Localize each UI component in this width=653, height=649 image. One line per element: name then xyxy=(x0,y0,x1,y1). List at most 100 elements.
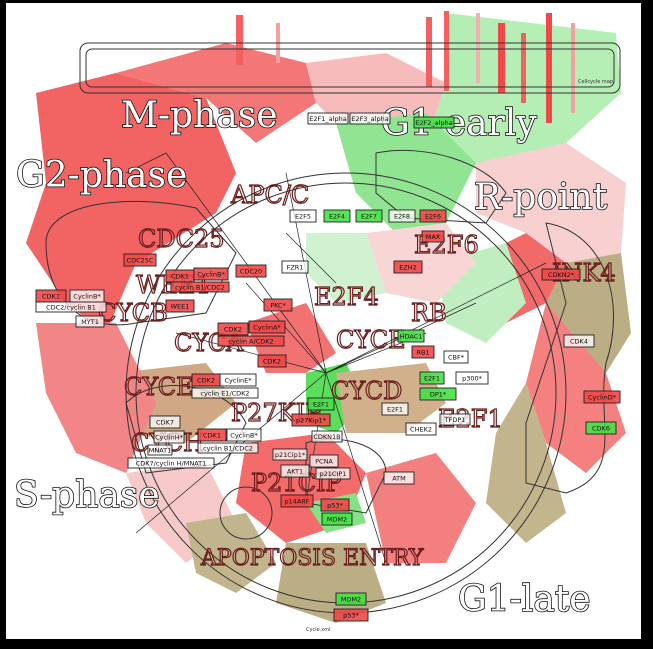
gene-node-e2f4[interactable]: E2F4 xyxy=(323,209,351,223)
gene-node-box xyxy=(170,281,230,293)
gene-node-plk1[interactable]: PKC* xyxy=(263,298,293,312)
module-cycd: CYCD xyxy=(331,377,402,405)
gene-node-mdm2[interactable]: MDM2 xyxy=(321,512,353,526)
gene-node-cyclinb[interactable]: CyclinB* xyxy=(69,289,105,303)
gene-node-cdkn1b[interactable]: CDKN1B xyxy=(311,430,343,443)
module-rb: RB xyxy=(411,299,447,327)
gene-node-box xyxy=(127,457,215,469)
gene-node-mnat1[interactable]: MNAT1 xyxy=(147,444,173,456)
gene-node-label: WEE1 xyxy=(171,303,190,311)
gene-node-cyclind[interactable]: CyclinD* xyxy=(583,390,621,404)
gene-node-box xyxy=(397,329,425,343)
gene-node-label: CDK2 xyxy=(197,377,215,385)
gene-node-cbf[interactable]: CBF* xyxy=(443,350,469,364)
gene-node-hdac1[interactable]: HDAC1 xyxy=(397,329,425,343)
gene-node-rb1[interactable]: RB1 xyxy=(411,345,435,359)
region-cycd-brown xyxy=(336,363,446,433)
gene-node-p300[interactable]: p300* xyxy=(455,371,489,385)
gene-node-chek2[interactable]: CHEK2 xyxy=(405,422,437,436)
region-g2-red xyxy=(26,73,236,333)
gene-node-label: E2F1 xyxy=(424,375,440,383)
gene-node-box xyxy=(439,413,471,426)
gene-node-e2f6[interactable]: E2F6 xyxy=(419,209,447,223)
gene-node-label: E2F7 xyxy=(361,213,377,221)
gene-node-cyclinb-cdk1[interactable]: CyclinB* xyxy=(193,267,229,281)
gene-node-p53[interactable]: p53* xyxy=(320,498,350,512)
gene-node-cdk6[interactable]: CDK6 xyxy=(585,421,617,435)
gene-node-e2f2-top[interactable]: E2F2_alpha xyxy=(413,116,455,129)
title-box-outline xyxy=(79,42,621,94)
gene-node-e2f5[interactable]: E2F5 xyxy=(289,209,317,223)
gene-node-label: p53* xyxy=(327,502,343,510)
gene-node-e2f8[interactable]: E2F8 xyxy=(388,209,416,223)
g1-compartment xyxy=(375,149,507,224)
gene-node-e2f7[interactable]: E2F7 xyxy=(355,209,383,223)
gene-node-cdk2-a[interactable]: CDK2 xyxy=(217,322,249,336)
gene-node-p14arf[interactable]: p14ARF xyxy=(280,494,314,508)
module-cycb: CYCB xyxy=(98,299,168,327)
gene-node-cdkn2[interactable]: CDKN2* xyxy=(541,268,581,281)
gene-node-cdk7[interactable]: CDK7 xyxy=(149,415,181,429)
gene-node-label: CDK4 xyxy=(570,338,588,346)
gene-node-cdk2-b[interactable]: CDK2 xyxy=(257,354,287,368)
gene-node-box xyxy=(413,116,455,129)
gene-node-e2f1-c[interactable]: E2F1 xyxy=(307,397,335,411)
edge-12 xyxy=(285,232,337,284)
gene-node-p53-b[interactable]: p53* xyxy=(333,608,369,622)
gene-node-e2f3-top[interactable]: E2F3_alpha xyxy=(349,112,391,125)
gene-node-p21cip1[interactable]: p21Cip1* xyxy=(272,448,308,461)
gene-node-label: TFDP1 xyxy=(444,416,466,424)
gene-node-cycline-cdk2[interactable]: cyclin E1/CDK2 xyxy=(191,387,259,399)
gene-node-box xyxy=(123,253,157,267)
gene-node-pcna[interactable]: PCNA xyxy=(309,454,339,468)
gene-node-cyclinb1-cdc2-h[interactable]: cyclin B1/CDC2 xyxy=(197,442,259,454)
gene-node-wee1[interactable]: WEE1 xyxy=(165,299,195,313)
gene-node-label: FZR1 xyxy=(287,264,304,272)
gene-node-label: E2F2_alpha xyxy=(415,119,452,127)
gene-node-p27kip1[interactable]: p27Kip1* xyxy=(291,413,331,427)
gene-node-cyclinh[interactable]: CyclinH* xyxy=(153,430,185,444)
gene-node-fzr1[interactable]: FZR1 xyxy=(281,260,309,274)
gene-node-cdk2-e[interactable]: CDK2 xyxy=(191,373,221,387)
gene-node-cdc25c[interactable]: CDC25C xyxy=(123,253,157,267)
gene-node-akt1[interactable]: AKT1 xyxy=(280,464,310,478)
gene-node-cdk1-h[interactable]: CDK1 xyxy=(197,428,227,442)
gene-node-e2f1-b[interactable]: E2F1 xyxy=(381,402,409,416)
gene-node-cdc20[interactable]: CDC20 xyxy=(235,264,267,278)
gene-node-cdk7-cyclinh[interactable]: CDK7/cyclin H/MNAT1 xyxy=(127,457,215,469)
phase-s: S-phase xyxy=(14,475,160,516)
gene-node-label: CyclinB* xyxy=(197,271,225,279)
gene-node-max[interactable]: MAX xyxy=(421,230,445,243)
gene-node-label: CDK2 xyxy=(224,326,242,334)
gene-node-e2f1[interactable]: E2F1 xyxy=(419,371,445,385)
gene-node-cycline[interactable]: CyclinE* xyxy=(219,373,257,387)
gene-node-label: HDAC1 xyxy=(400,333,423,341)
gene-node-box xyxy=(219,373,257,387)
gene-node-box xyxy=(193,267,229,281)
gene-node-cdk1-plk[interactable]: CDK1 xyxy=(165,269,195,283)
gene-node-cdk1-cyclinb1[interactable]: CDK1 xyxy=(35,289,67,303)
gene-node-box xyxy=(315,467,351,480)
gene-node-myt1[interactable]: MYT1 xyxy=(75,315,105,328)
gene-node-dp1[interactable]: DP1* xyxy=(419,387,457,401)
gene-node-box xyxy=(147,444,173,456)
gene-node-ezh2[interactable]: EZH2 xyxy=(393,260,423,274)
gene-node-box xyxy=(320,498,350,512)
gene-node-label: cyclin B1/CDC2 xyxy=(203,445,253,453)
gene-node-cdk4[interactable]: CDK4 xyxy=(563,334,595,348)
gene-node-p21cip1-b[interactable]: p21CIP1 xyxy=(315,467,351,480)
gene-node-cdc2-cyclinb1[interactable]: CDC2/cyclin B1 xyxy=(35,301,107,313)
gene-node-tfdp1[interactable]: TFDP1 xyxy=(439,413,471,426)
gene-node-cyclina-cdk2[interactable]: cyclin A/CDK2 xyxy=(217,335,285,347)
gene-node-label: cyclin E1/CDK2 xyxy=(200,390,249,398)
gene-node-label: E2F4 xyxy=(329,213,345,221)
gene-node-e2f1-e2f3-top[interactable]: E2F1_alpha xyxy=(307,112,349,125)
gene-node-cyclinb-cdc2[interactable]: cyclin B1/CDC2 xyxy=(170,281,230,293)
gene-node-atm[interactable]: ATM xyxy=(383,471,415,485)
gene-node-cyclinb-h[interactable]: CyclinB* xyxy=(226,428,262,442)
gene-node-box xyxy=(335,592,367,606)
gene-node-cyclina[interactable]: CyclinA* xyxy=(248,320,286,334)
gene-node-mdm2-b[interactable]: MDM2 xyxy=(335,592,367,606)
pathway-map-canvas: Cellcycle map Cycle.xml APC/C CDC25 E2F6… xyxy=(6,3,641,639)
gene-node-box xyxy=(355,209,383,223)
